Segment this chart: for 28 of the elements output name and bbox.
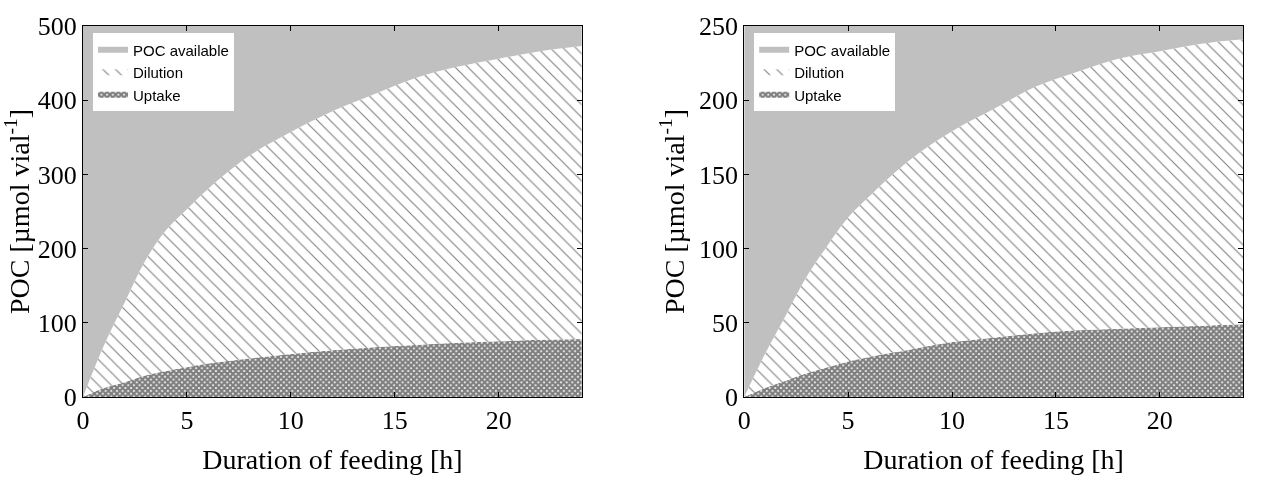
x-tick-label: 15: [1042, 406, 1069, 436]
y-tick-label: 200: [699, 86, 738, 116]
x-tick-label: 10: [939, 406, 966, 436]
x-axis-title: Duration of feeding [h]: [202, 444, 463, 476]
x-tick-label: 5: [841, 406, 855, 436]
legend-label: POC available: [794, 41, 891, 59]
x-tick-label: 20: [485, 406, 512, 436]
y-tick-label: 400: [37, 86, 77, 116]
y-tick-label: 150: [699, 160, 738, 190]
x-axis-title: Duration of feeding [h]: [863, 444, 1124, 476]
legend-label: Dilution: [794, 64, 845, 82]
x-tick-label: 5: [180, 406, 194, 436]
y-tick-label: 100: [699, 234, 738, 264]
y-tick-label: 50: [712, 308, 738, 338]
y-tick-label: 0: [63, 383, 77, 413]
y-tick-label: 500: [37, 12, 77, 42]
x-tick-label: 15: [381, 406, 408, 436]
y-tick-label: 300: [37, 160, 77, 190]
y-tick-label: 0: [725, 383, 738, 413]
x-tick-label: 10: [277, 406, 304, 436]
legend-label: Uptake: [794, 86, 842, 104]
legend-label: POC available: [132, 41, 229, 59]
legend-label: Dilution: [132, 64, 184, 82]
y-tick-label: 200: [37, 234, 77, 264]
y-tick-label: 100: [37, 308, 77, 338]
legend-label: Uptake: [132, 86, 181, 104]
y-tick-label: 250: [699, 12, 738, 42]
x-tick-label: 20: [1146, 406, 1173, 436]
